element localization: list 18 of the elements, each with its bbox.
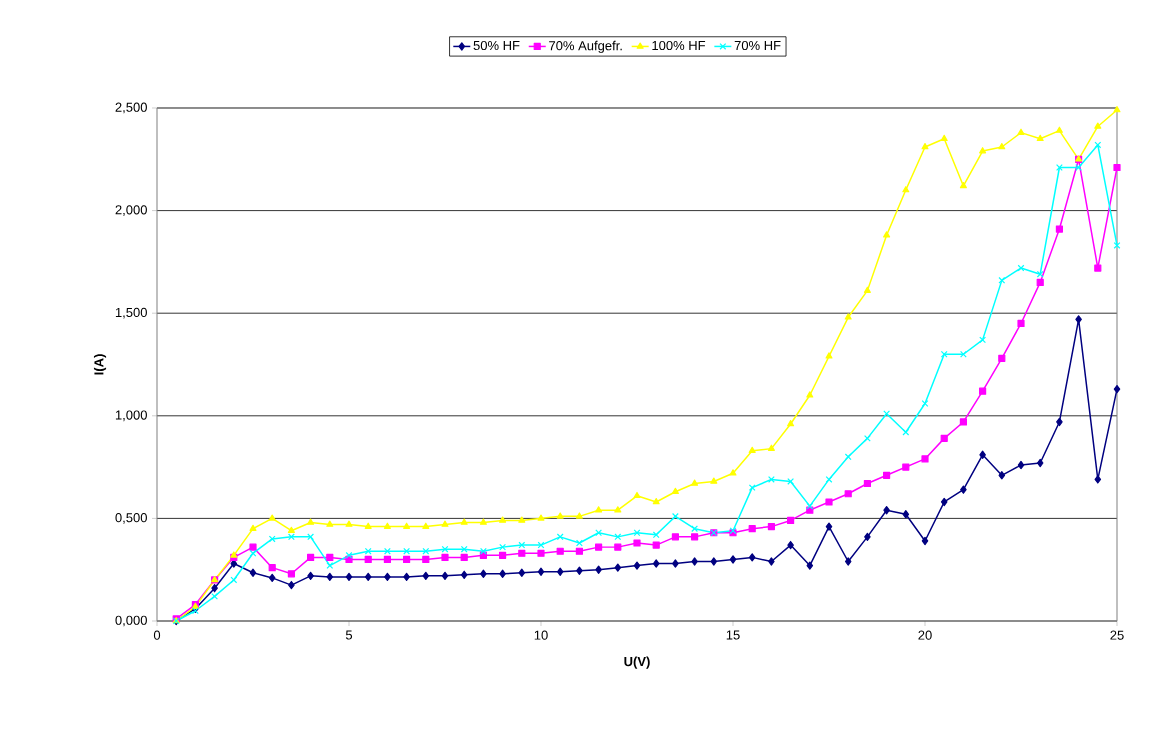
x-tick-label: 0 — [153, 630, 161, 640]
x-tick-label: 10 — [534, 630, 548, 640]
y-tick-label: 2,000 — [115, 205, 147, 216]
x-tick-label: 25 — [1110, 630, 1124, 640]
x-tick-label: 5 — [345, 630, 353, 640]
legend-label: 70% Aufgefr. — [549, 40, 622, 53]
y-tick-label: 1,500 — [115, 307, 147, 319]
legend-label: 50% HF — [473, 40, 520, 51]
x-tick-label: 15 — [726, 630, 740, 640]
y-tick-label: 2,500 — [115, 102, 147, 114]
legend-label: 70% HF — [734, 40, 781, 51]
y-tick-label: 1,000 — [115, 410, 147, 422]
legend-label: 100% HF — [652, 40, 706, 51]
x-tick-label: 20 — [918, 630, 932, 640]
x-axis-title: U(V) — [624, 656, 650, 669]
y-tick-label: 0,500 — [115, 513, 147, 524]
y-tick-label: 0,000 — [115, 615, 147, 627]
y-axis-title: I(A) — [93, 354, 107, 375]
